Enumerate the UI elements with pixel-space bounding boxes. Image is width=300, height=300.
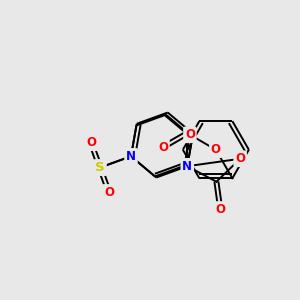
Text: O: O (235, 152, 245, 165)
Text: S: S (95, 161, 105, 174)
Text: N: N (182, 160, 192, 173)
Text: O: O (185, 128, 195, 141)
Text: O: O (158, 141, 168, 154)
Text: O: O (211, 143, 221, 156)
Text: O: O (104, 186, 114, 199)
Text: O: O (86, 136, 96, 149)
Text: N: N (126, 150, 136, 163)
Text: O: O (215, 203, 225, 216)
